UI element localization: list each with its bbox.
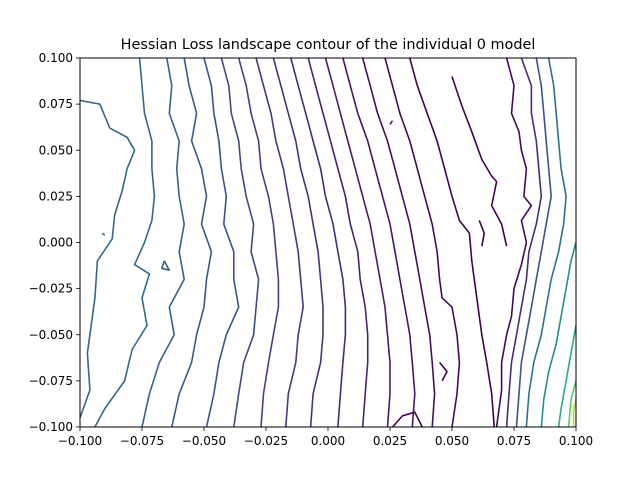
contour-line-18 — [495, 58, 533, 427]
contour-line-28 — [161, 260, 171, 272]
y-tick-label: 0.000 — [39, 236, 73, 250]
contour-line-23 — [557, 325, 576, 427]
chart-title: Hessian Loss landscape contour of the in… — [121, 37, 536, 53]
x-tick-label: −0.050 — [182, 434, 226, 448]
contour-line-4 — [203, 58, 240, 427]
x-tick-label: 0.000 — [311, 434, 345, 448]
contour-line-3 — [171, 58, 213, 427]
plot-area — [80, 58, 576, 427]
y-tick-label: −0.100 — [29, 420, 73, 434]
y-tick-label: −0.050 — [29, 328, 73, 342]
contour-line-0 — [80, 99, 136, 419]
contour-line-30 — [478, 220, 486, 247]
contour-line-24 — [567, 380, 576, 427]
contour-line-14 — [384, 58, 461, 427]
x-tick-label: −0.100 — [58, 434, 102, 448]
contour-line-11 — [324, 58, 391, 427]
contour-line-22 — [540, 242, 576, 427]
contour-line-8 — [272, 58, 324, 427]
y-tick-label: 0.100 — [39, 51, 73, 65]
contour-line-19 — [505, 58, 543, 427]
contour-line-2 — [141, 58, 185, 427]
y-tick-label: −0.025 — [29, 282, 73, 296]
x-tick-label: 0.050 — [435, 434, 469, 448]
contour-line-1 — [94, 58, 156, 427]
contour-line-31 — [438, 361, 448, 382]
contour-line-25 — [572, 399, 576, 427]
contour-line-29 — [389, 120, 394, 125]
contour-line-21 — [525, 58, 567, 427]
y-tick-label: −0.075 — [29, 374, 73, 388]
contour-line-12 — [342, 58, 416, 427]
x-tick-label: −0.075 — [120, 434, 164, 448]
axis-ticks: −0.100 −0.075 −0.050 −0.025 0.000 0.025 0.050 0… — [29, 51, 594, 448]
contour-line-5 — [220, 58, 260, 427]
y-tick-label: 0.025 — [39, 189, 73, 203]
contour-line-15 — [409, 58, 495, 427]
x-tick-label: 0.025 — [373, 434, 407, 448]
x-tick-label: 0.075 — [497, 434, 531, 448]
x-tick-label: −0.025 — [244, 434, 288, 448]
contour-line-17 — [451, 76, 508, 247]
contour-line-7 — [255, 58, 305, 427]
contour-line-13 — [361, 58, 436, 427]
contour-line-9 — [290, 58, 347, 427]
contour-line-16 — [391, 411, 423, 427]
y-tick-label: 0.075 — [39, 97, 73, 111]
y-tick-label: 0.050 — [39, 143, 73, 157]
contour-line-6 — [237, 58, 280, 427]
contour-line-10 — [307, 58, 369, 427]
contour-line-20 — [515, 58, 553, 427]
contour-line-27 — [101, 232, 106, 236]
x-tick-label: 0.100 — [559, 434, 593, 448]
